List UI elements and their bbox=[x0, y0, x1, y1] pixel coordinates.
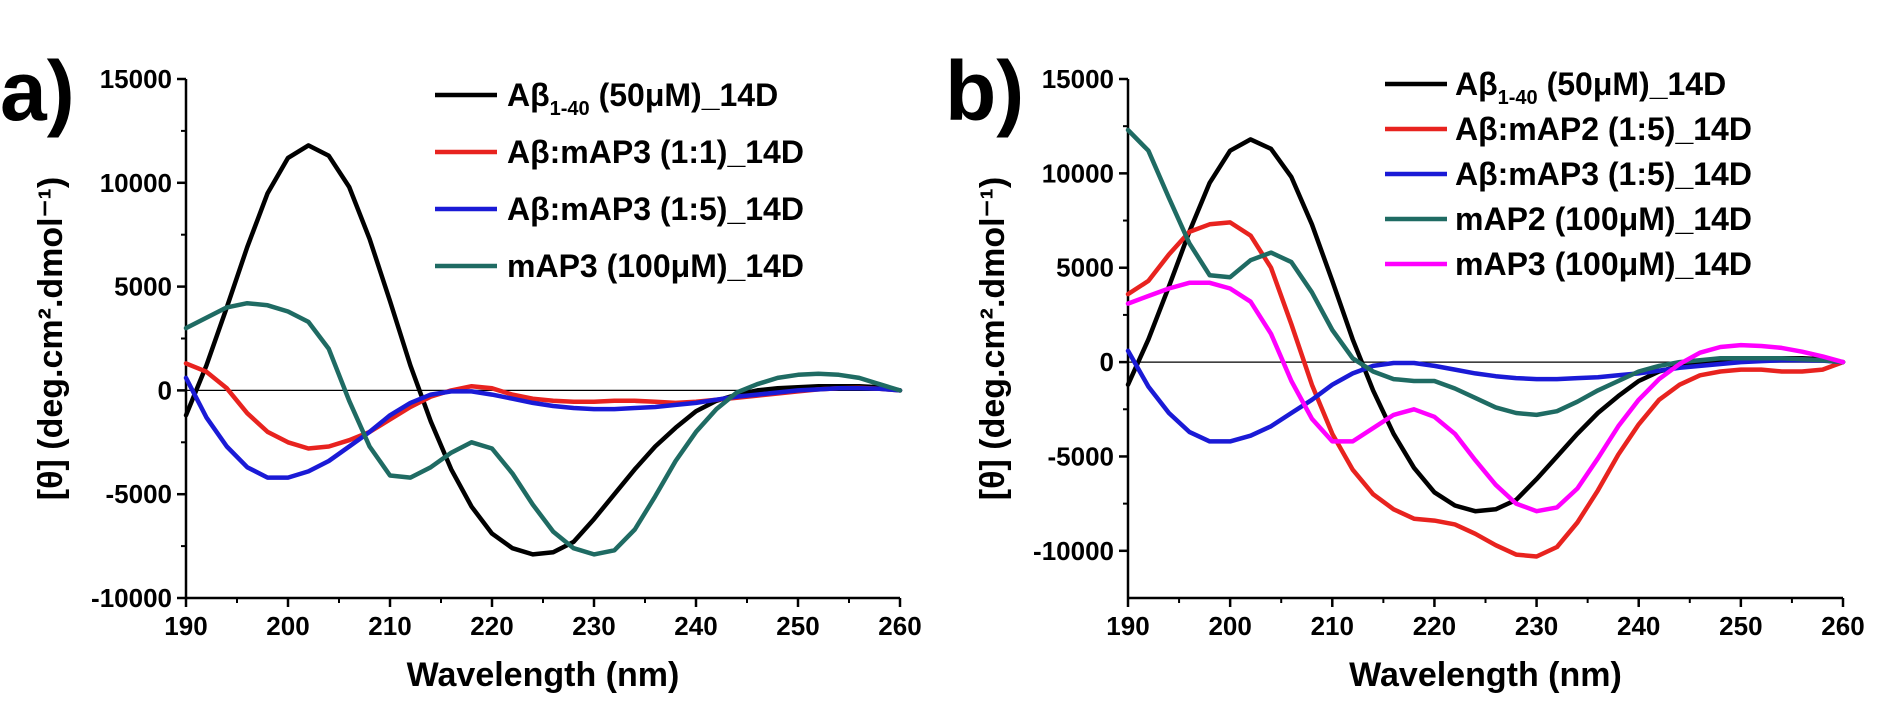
chart-0-x-axis-label: Wavelength (nm) bbox=[407, 656, 680, 694]
chart-1-y-axis-label: [θ] (deg.cm².dmol⁻¹) bbox=[974, 177, 1012, 500]
chart-0-legend-label-part: Aβ:mAP3 (1:1)_14D bbox=[507, 134, 804, 170]
chart-1-x-tick-label: 210 bbox=[1311, 611, 1354, 641]
chart-1-legend-label-part: Aβ:mAP2 (1:5)_14D bbox=[1455, 111, 1752, 147]
chart-0-x-tick-label: 250 bbox=[776, 611, 819, 641]
chart-1-panel-label: b) bbox=[945, 44, 1024, 138]
chart-1-series-line-2 bbox=[1125, 348, 1846, 444]
chart-1-legend-label-part: mAP3 (100μM)_14D bbox=[1455, 246, 1752, 282]
chart-0-series-line-2 bbox=[183, 375, 903, 480]
chart-0-x-tick-label: 190 bbox=[164, 611, 207, 641]
chart-1-x-tick-label: 230 bbox=[1515, 611, 1558, 641]
chart-0-x-tick-label: 260 bbox=[878, 611, 921, 641]
chart-0-y-axis-label: [θ] (deg.cm².dmol⁻¹) bbox=[32, 177, 70, 500]
chart-0-legend-label: mAP3 (100μM)_14D bbox=[507, 248, 804, 284]
chart-1-legend-label: mAP2 (100μM)_14D bbox=[1455, 201, 1752, 237]
chart-1-y-tick-label: -10000 bbox=[1033, 536, 1114, 566]
chart-1-x-tick-label: 220 bbox=[1413, 611, 1456, 641]
chart-1-series-line-3 bbox=[1125, 127, 1846, 418]
chart-1-y-tick-label: -5000 bbox=[1048, 441, 1115, 471]
chart-0-x-tick-label: 230 bbox=[572, 611, 615, 641]
chart-1-legend-label-part: Aβ:mAP3 (1:5)_14D bbox=[1455, 156, 1752, 192]
chart-1-y-tick-label: 10000 bbox=[1042, 158, 1114, 188]
chart-1-y-tick-label: 0 bbox=[1100, 347, 1114, 377]
chart-1-legend-label-part: mAP2 (100μM)_14D bbox=[1455, 201, 1752, 237]
chart-1-legend-label: Aβ:mAP2 (1:5)_14D bbox=[1455, 111, 1752, 147]
chart-0-x-tick-label: 240 bbox=[674, 611, 717, 641]
chart-1-x-tick-label: 190 bbox=[1106, 611, 1149, 641]
chart-1-legend-label-part: (50μM)_14D bbox=[1538, 66, 1727, 102]
chart-1-y-tick-label: 15000 bbox=[1042, 64, 1114, 94]
chart-1-x-tick-label: 240 bbox=[1617, 611, 1660, 641]
chart-0-legend-label-part: Aβ:mAP3 (1:5)_14D bbox=[507, 191, 804, 227]
chart-0-series-line-3 bbox=[183, 300, 903, 557]
chart-1-y-tick-label: 5000 bbox=[1056, 253, 1114, 283]
chart-0: a) 190 200 210 220 230 240 250 260 -10000 -5000 0 50… bbox=[0, 44, 922, 694]
chart-0-legend-label: Aβ:mAP3 (1:1)_14D bbox=[507, 134, 804, 170]
chart-1-series-line-4 bbox=[1125, 280, 1846, 514]
chart-0-y-tick-label: -5000 bbox=[106, 479, 173, 509]
chart-1: b) 190 200 210 220 230 240 250 260 -10000 -5000 0 50… bbox=[945, 44, 1865, 694]
chart-0-legend-label-part: 1-40 bbox=[550, 98, 590, 120]
chart-1-legend-label: Aβ:mAP3 (1:5)_14D bbox=[1455, 156, 1752, 192]
chart-0-legend-label-part: (50μM)_14D bbox=[590, 77, 779, 113]
chart-0-y-tick-label: 0 bbox=[158, 375, 172, 405]
chart-0-y-tick-label: 5000 bbox=[114, 272, 172, 302]
chart-0-legend-label-part: Aβ bbox=[507, 77, 550, 113]
chart-0-legend-label: Aβ:mAP3 (1:5)_14D bbox=[507, 191, 804, 227]
chart-1-x-tick-label: 250 bbox=[1719, 611, 1762, 641]
chart-0-y-tick-label: 15000 bbox=[100, 64, 172, 94]
chart-1-series-line-0 bbox=[1125, 137, 1846, 514]
chart-1-x-tick-label: 260 bbox=[1821, 611, 1864, 641]
chart-1-x-tick-label: 200 bbox=[1208, 611, 1251, 641]
chart-0-legend-label-part: mAP3 (100μM)_14D bbox=[507, 248, 804, 284]
chart-0-x-tick-label: 200 bbox=[266, 611, 309, 641]
chart-0-x-tick-label: 220 bbox=[470, 611, 513, 641]
chart-1-legend-label-part: Aβ bbox=[1455, 66, 1498, 102]
chart-1-legend-label: mAP3 (100μM)_14D bbox=[1455, 246, 1752, 282]
chart-0-legend-label: Aβ1-40 (50μM)_14D bbox=[507, 77, 778, 120]
chart-0-y-tick-label: 10000 bbox=[100, 168, 172, 198]
chart-1-x-axis-label: Wavelength (nm) bbox=[1349, 656, 1622, 694]
chart-0-series-line-0 bbox=[183, 143, 903, 557]
chart-1-legend-label: Aβ1-40 (50μM)_14D bbox=[1455, 66, 1726, 109]
chart-0-panel-label: a) bbox=[0, 44, 75, 138]
chart-1-legend-label-part: 1-40 bbox=[1498, 87, 1538, 109]
chart-0-y-tick-label: -10000 bbox=[91, 583, 172, 613]
chart-0-x-tick-label: 210 bbox=[368, 611, 411, 641]
chart-1-series-line-1 bbox=[1125, 220, 1846, 559]
